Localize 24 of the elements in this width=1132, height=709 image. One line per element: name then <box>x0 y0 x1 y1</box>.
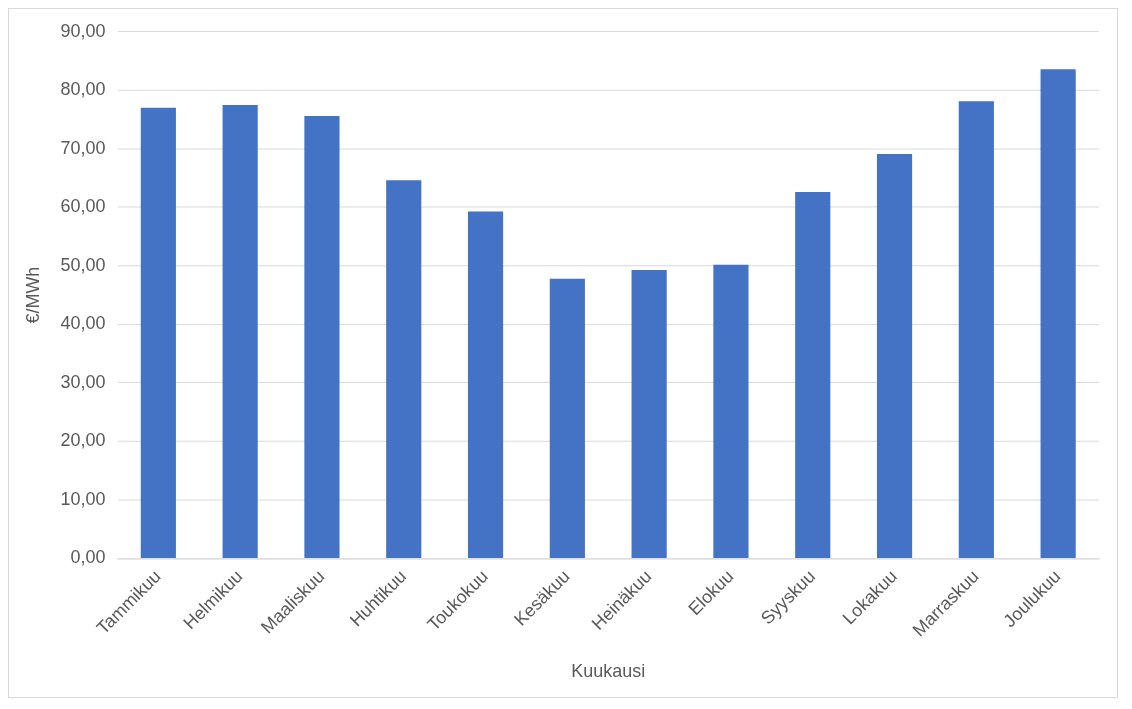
bar <box>631 269 667 558</box>
bar <box>386 180 422 558</box>
bar <box>222 104 258 558</box>
y-tick-label: 10,00 <box>60 488 106 509</box>
bar <box>304 116 340 558</box>
bar <box>958 101 994 558</box>
bar <box>876 154 913 558</box>
y-axis-title: €/MWh <box>22 266 43 324</box>
bar <box>1040 69 1076 558</box>
bar <box>795 192 831 558</box>
y-tick-label: 0,00 <box>70 547 106 568</box>
y-tick-label: 70,00 <box>60 137 106 158</box>
y-tick-label: 90,00 <box>60 20 106 41</box>
bar <box>467 211 504 558</box>
y-tick-label: 40,00 <box>60 313 106 334</box>
y-tick-label: 30,00 <box>60 371 106 392</box>
y-tick-label: 60,00 <box>60 196 106 217</box>
y-tick-label: 50,00 <box>60 254 106 275</box>
y-tick-label: 20,00 <box>60 430 106 451</box>
x-axis-title: Kuukausi <box>571 661 646 682</box>
bar <box>140 107 176 558</box>
bar <box>713 264 749 558</box>
bar <box>549 278 585 558</box>
y-tick-label: 80,00 <box>60 79 106 100</box>
